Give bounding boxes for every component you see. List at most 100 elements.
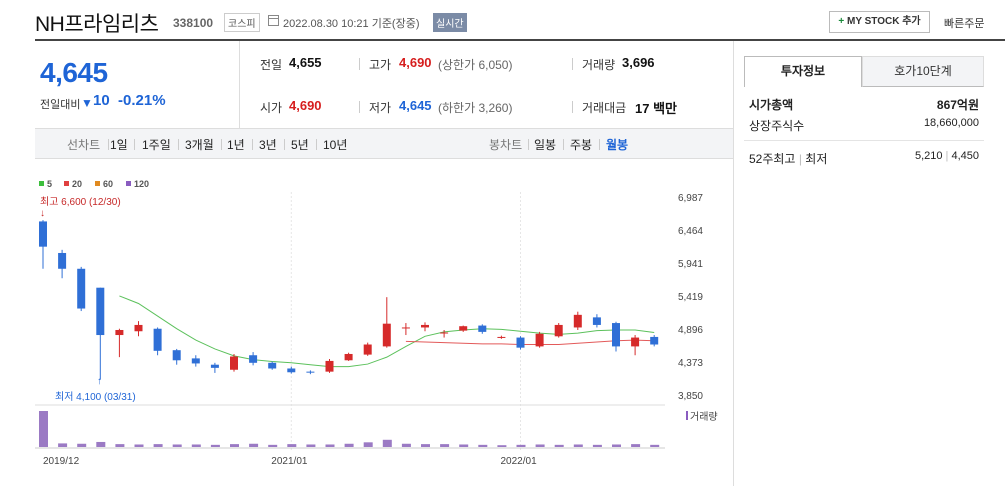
divider — [528, 139, 529, 150]
candle-body — [172, 350, 181, 361]
week52-low-value: 4,450 — [951, 150, 979, 162]
candle-body — [650, 336, 659, 345]
low-value: 4,645 — [399, 98, 432, 113]
candle-daily[interactable]: 일봉 — [534, 138, 557, 152]
candle-body — [153, 328, 162, 351]
candle-monthly[interactable]: 월봉 — [606, 138, 629, 152]
period-10y[interactable]: 10년 — [323, 138, 348, 152]
volume-bar — [115, 444, 125, 447]
header-divider — [35, 39, 1005, 41]
stock-code: 338100 — [173, 16, 214, 30]
open-label: 시가 — [260, 101, 283, 115]
current-price: 4,645 — [40, 57, 108, 88]
min-price-note: 최저 4,100 (03/31) — [55, 391, 136, 403]
market-badge: 코스피 — [224, 13, 260, 32]
tab-order-book[interactable]: 호가10단계 — [862, 56, 984, 87]
divider — [284, 139, 285, 150]
price-summary: 4,645 전일대비 ▼ 10 -0.21% — [35, 41, 240, 128]
quick-order-link[interactable]: 빠른주문 — [944, 18, 985, 30]
candle-body — [459, 326, 468, 331]
candle-body — [363, 344, 372, 355]
volume-bar — [153, 444, 163, 447]
divider — [599, 139, 600, 150]
divider — [134, 139, 135, 150]
x-tick-label: 2019/12 — [43, 456, 80, 467]
period-1y[interactable]: 1년 — [227, 138, 245, 152]
volume-bar — [363, 442, 373, 447]
change-label: 전일대비 — [40, 99, 81, 111]
calendar-icon — [268, 15, 279, 26]
volume-bar — [210, 444, 220, 447]
candle-body — [592, 317, 601, 325]
chart-toolbar: 선차트 1일 1주일 3개월 1년 3년 5년 10년 봉차트 일봉 주봉 월봉 — [35, 128, 733, 159]
volume-bar — [77, 443, 87, 447]
volume-bar — [401, 443, 411, 447]
candle-body — [612, 323, 620, 347]
tab-invest-info[interactable]: 투자정보 — [744, 56, 862, 87]
prev-close-label: 전일 — [260, 58, 283, 72]
realtime-badge[interactable]: 실시간 — [433, 13, 467, 32]
divider — [178, 139, 179, 150]
max-arrow-icon: ↓ — [40, 208, 45, 219]
volume-bar — [134, 444, 144, 447]
plus-icon: + — [838, 16, 845, 27]
period-1d[interactable]: 1일 — [110, 138, 128, 152]
candle-body — [535, 333, 544, 347]
period-5y[interactable]: 5년 — [291, 138, 309, 152]
prev-close-value: 4,655 — [289, 55, 322, 70]
volume-bar — [554, 444, 564, 447]
volume-bar — [592, 444, 602, 447]
period-1w[interactable]: 1주일 — [142, 138, 171, 152]
week52-high-value: 5,210 — [914, 150, 943, 162]
divider: | — [798, 152, 802, 166]
divider — [563, 139, 564, 150]
high-value: 4,690 — [399, 55, 432, 70]
candle-body — [210, 364, 219, 368]
shares-label: 상장주식수 — [749, 119, 805, 133]
y-tick-label: 5,419 — [678, 292, 703, 303]
volume-bar — [631, 444, 641, 447]
divider — [108, 139, 109, 150]
candle-body — [497, 336, 506, 338]
x-tick-label: 2021/01 — [271, 456, 308, 467]
volume-bar — [421, 444, 430, 447]
down-arrow-icon: ▼ — [81, 96, 93, 110]
candle-body — [77, 268, 86, 309]
period-3y[interactable]: 3년 — [259, 138, 277, 152]
candle-weekly[interactable]: 주봉 — [570, 138, 593, 152]
candle-body — [249, 355, 258, 363]
legend-label-120: 120 — [134, 179, 149, 189]
add-my-stock-button[interactable]: + MY STOCK 추가 — [829, 11, 930, 33]
candle-body — [382, 323, 391, 347]
y-tick-label: 3,850 — [678, 391, 703, 402]
period-3m[interactable]: 3개월 — [185, 138, 214, 152]
divider — [316, 139, 317, 150]
max-price-note: 최고 6,600 (12/30) — [40, 196, 121, 208]
price-chart[interactable]: 5 20 60 120 6,987 6,464 5,941 5,419 4,896 4,373 3,… — [35, 172, 733, 472]
divider — [572, 101, 573, 113]
candle-body — [478, 325, 487, 332]
quote-datetime: 2022.08.30 10:21 기준(장중) — [283, 18, 420, 30]
x-tick-label: 2022/01 — [501, 456, 538, 467]
divider — [252, 139, 253, 150]
market-cap-value: 867억원 — [936, 98, 979, 112]
candle-body — [631, 337, 640, 347]
ma5-line — [119, 295, 655, 368]
legend-label-20: 20 — [72, 179, 82, 189]
volume-bar — [230, 444, 239, 447]
volume-bar — [96, 441, 106, 447]
stock-name: NH프라임리츠 — [35, 13, 159, 36]
week52-high-label: 52주최고 — [749, 152, 796, 166]
y-tick-label: 6,987 — [678, 193, 703, 204]
volume-bar — [459, 444, 469, 447]
change-amount: 10 — [93, 92, 110, 109]
volume-bar — [268, 444, 278, 447]
divider — [359, 101, 360, 113]
volume-bar — [249, 443, 259, 447]
candle-body — [134, 324, 143, 332]
divider — [221, 139, 222, 150]
divider — [359, 58, 360, 70]
candle-body — [573, 314, 582, 328]
volume-bar — [344, 443, 354, 447]
legend-swatch-60 — [95, 181, 100, 186]
